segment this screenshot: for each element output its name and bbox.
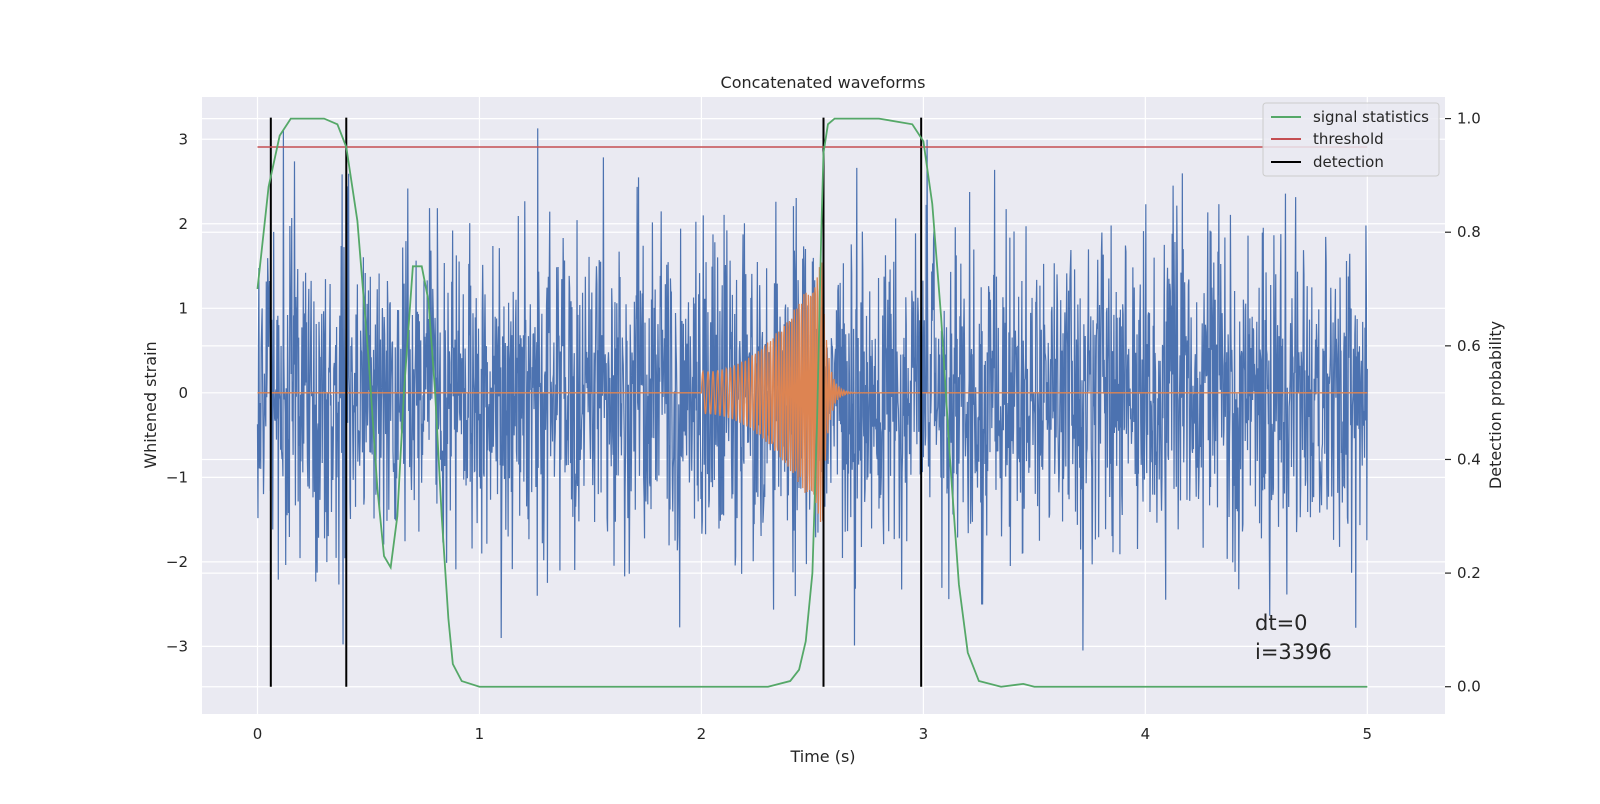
x-tick-label: 1	[475, 725, 485, 743]
y-tick-label: 2	[178, 215, 188, 233]
annotation-i: i=3396	[1255, 640, 1332, 664]
y-tick-label: 3	[178, 130, 188, 148]
x-tick-label: 2	[697, 725, 707, 743]
bottom-axis: 0 1 2 3 4 5	[253, 725, 1372, 743]
y-tick-label: 1	[178, 299, 188, 317]
y-axis-label: Whitened strain	[141, 341, 160, 468]
legend-box	[1262, 102, 1440, 177]
x-tick-label: 0	[253, 725, 263, 743]
y2-axis-label: Detection probability	[1486, 321, 1505, 489]
signal-statistics-line	[256, 117, 1368, 688]
right-axis: 0.0 0.2 0.4 0.6 0.8 1.0	[1445, 110, 1481, 696]
detection-lines	[269, 117, 923, 687]
y-tick-label: −3	[166, 637, 188, 655]
y2-tick-label: 1.0	[1457, 110, 1481, 128]
legend-label-detection: detection	[1313, 153, 1384, 171]
legend: signal statistics threshold detection	[1262, 102, 1440, 177]
y2-tick-label: 0.2	[1457, 564, 1481, 582]
y2-tick-label: 0.6	[1457, 337, 1481, 355]
noise-series	[256, 128, 1368, 651]
chart-title: Concatenated waveforms	[721, 73, 926, 92]
left-axis: −3 −2 −1 0 1 2 3	[166, 130, 188, 655]
x-tick-label: 4	[1141, 725, 1151, 743]
x-tick-label: 3	[919, 725, 929, 743]
plot-area	[256, 117, 1368, 688]
legend-label-threshold: threshold	[1313, 130, 1384, 148]
y-tick-label: −2	[166, 553, 188, 571]
y2-tick-label: 0.0	[1457, 678, 1481, 696]
annotation-dt: dt=0	[1255, 611, 1308, 635]
x-tick-label: 5	[1363, 725, 1373, 743]
y-tick-label: −1	[166, 468, 188, 486]
legend-label-signal-statistics: signal statistics	[1313, 108, 1429, 126]
injected-signal-series	[257, 262, 1368, 523]
y2-tick-label: 0.4	[1457, 450, 1481, 468]
y-tick-label: 0	[178, 384, 188, 402]
x-axis-label: Time (s)	[789, 747, 855, 766]
y2-tick-label: 0.8	[1457, 223, 1481, 241]
